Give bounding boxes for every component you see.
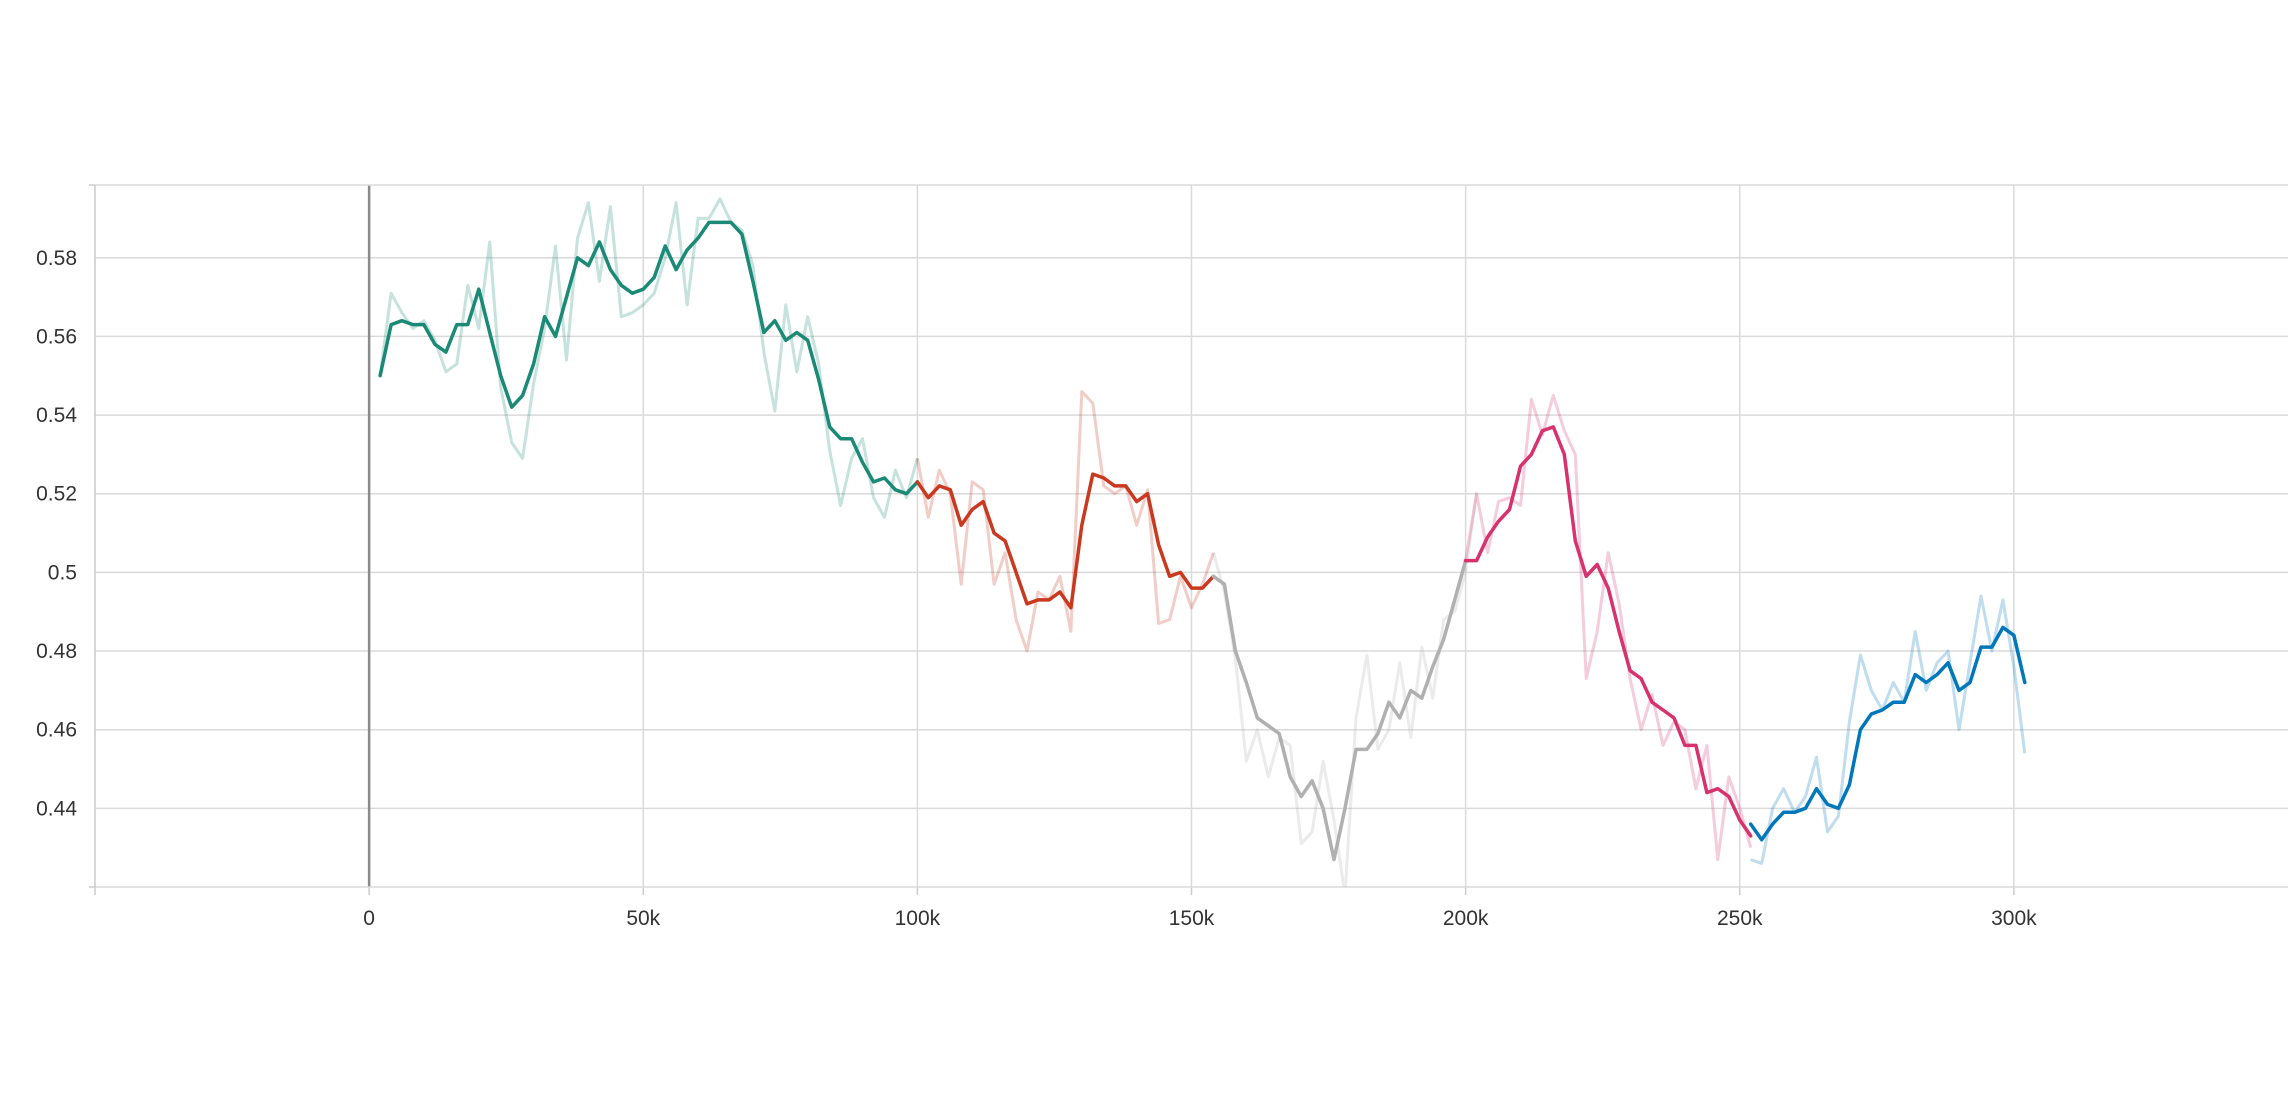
y-tick-label: 0.54 — [36, 404, 77, 427]
smoothed-series-layer — [378, 220, 2027, 862]
y-tick-label: 0.56 — [36, 325, 77, 348]
x-tick-labels: 0 50k 100k 150k 200k 250k 300k — [363, 907, 2037, 930]
x-tick-label: 0 — [363, 907, 375, 930]
grid-lines — [95, 185, 2288, 887]
x-tick-label: 200k — [1443, 907, 1489, 930]
series-5-smoothed-line — [1748, 625, 2027, 842]
series-1-smoothed-line — [378, 220, 920, 496]
y-tick-label: 0.52 — [36, 483, 77, 506]
series-4-smoothed-line — [1463, 425, 1753, 838]
y-tick-label: 0.44 — [36, 797, 77, 820]
series-2-smoothed-line — [915, 472, 1216, 610]
series-1-raw-line — [378, 197, 919, 519]
series-3-raw-line — [1211, 493, 1479, 887]
y-tick-label: 0.48 — [36, 640, 77, 663]
raw-series-layer — [378, 197, 2027, 887]
x-tick-label: 300k — [1991, 907, 2037, 930]
y-tick-label: 0.58 — [36, 247, 77, 270]
x-tick-label: 50k — [626, 907, 660, 930]
series-5-raw-line — [1750, 594, 2027, 865]
y-tick-labels: 0.44 0.46 0.48 0.5 0.52 0.54 0.56 0.58 — [36, 247, 77, 821]
axes — [89, 184, 2288, 895]
x-tick-label: 100k — [895, 907, 941, 930]
series-3-smoothed-line — [1211, 558, 1468, 862]
x-tick-label: 250k — [1717, 907, 1763, 930]
y-tick-label: 0.46 — [36, 719, 77, 742]
series-2-raw-line — [915, 390, 1215, 653]
x-tick-label: 150k — [1169, 907, 1215, 930]
y-tick-label: 0.5 — [48, 561, 77, 584]
